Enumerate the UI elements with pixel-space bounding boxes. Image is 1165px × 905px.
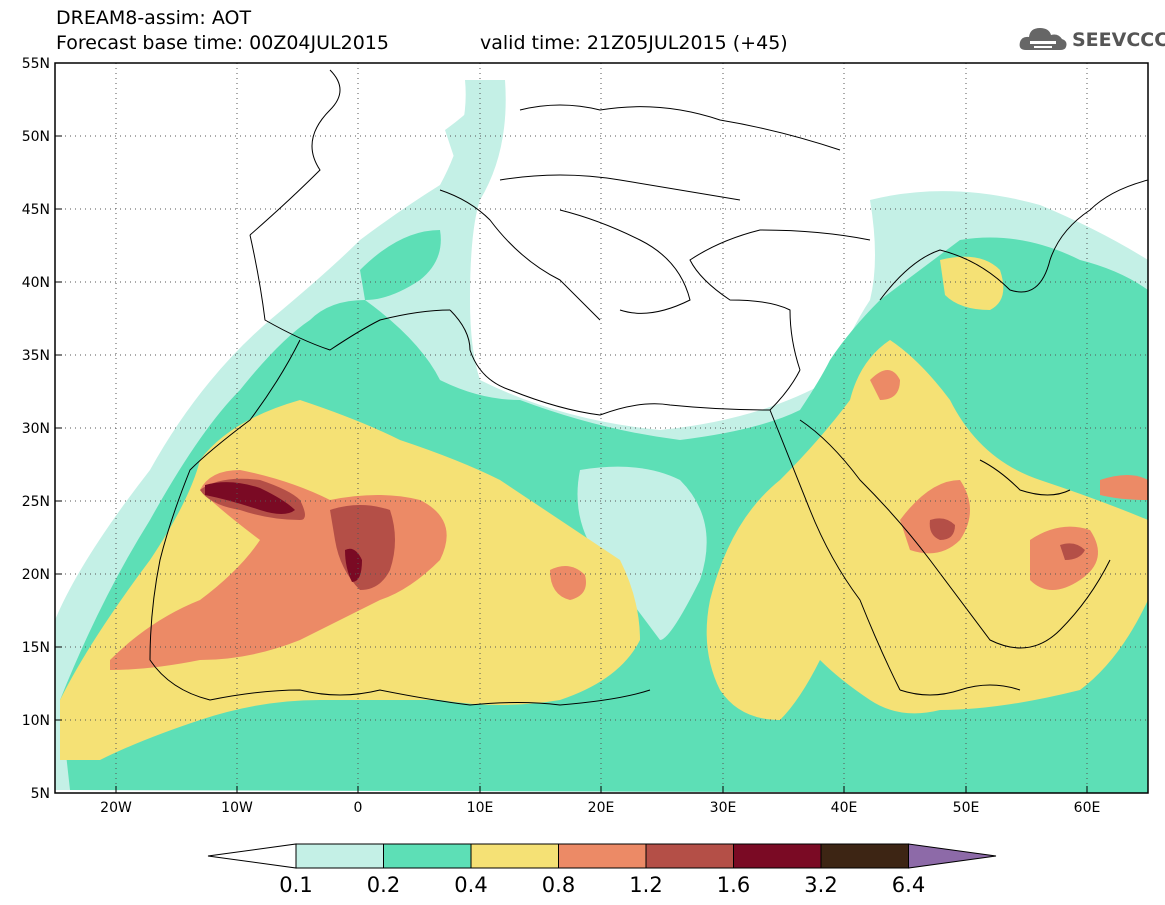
longitude-labels: 20W 10W 0 10E 20E 30E 40E 50E 60E <box>100 800 1100 816</box>
lat-label: 45N <box>22 202 50 218</box>
lat-label: 40N <box>22 275 50 291</box>
colorbar-bin <box>383 843 472 869</box>
colorbar-bin <box>645 843 734 869</box>
valid-time: valid time: 21Z05JUL2015 (+45) <box>480 32 788 54</box>
colorbar-label: 1.6 <box>717 873 750 897</box>
lon-label: 10W <box>221 800 253 816</box>
lat-label: 25N <box>22 494 50 510</box>
colorbar-bin <box>558 843 647 869</box>
colorbar-high-arrow <box>908 843 997 869</box>
forecast-base-time: Forecast base time: 00Z04JUL2015 <box>56 32 389 54</box>
lat-label: 15N <box>22 640 50 656</box>
colorbar-label: 3.2 <box>804 873 837 897</box>
lon-label: 10E <box>467 800 494 816</box>
map-title: DREAM8-assim: AOT <box>56 7 252 29</box>
colorbar-label: 0.1 <box>279 873 312 897</box>
colorbar-bin <box>733 843 822 869</box>
lon-label: 30E <box>710 800 737 816</box>
lat-label: 55N <box>22 56 50 72</box>
cloud-icon <box>1019 28 1067 50</box>
lat-label: 10N <box>22 713 50 729</box>
lon-label: 0 <box>354 800 363 816</box>
lon-label: 60E <box>1074 800 1101 816</box>
colorbar-label: 6.4 <box>892 873 925 897</box>
tick-marks <box>55 135 1088 793</box>
lat-label: 50N <box>22 129 50 145</box>
coastlines <box>149 69 1148 706</box>
colorbar-bin <box>295 843 384 869</box>
colorbar-label: 0.4 <box>454 873 487 897</box>
seevccc-logo: SEEVCCC <box>1018 22 1165 56</box>
lon-label: 40E <box>831 800 858 816</box>
logo-text: SEEVCCC <box>1072 29 1165 51</box>
lon-label: 20W <box>100 800 132 816</box>
colorbar-label: 0.2 <box>367 873 400 897</box>
colorbar-bin <box>820 843 909 869</box>
lon-label: 20E <box>588 800 615 816</box>
colorbar-low-arrow <box>207 843 297 869</box>
colorbar: 0.1 0.2 0.4 0.8 1.2 1.6 3.2 6.4 <box>207 843 997 897</box>
lat-label: 5N <box>31 786 50 802</box>
lat-label: 35N <box>22 348 50 364</box>
lat-label: 30N <box>22 421 50 437</box>
graticule <box>55 63 1148 793</box>
colorbar-bin <box>470 843 559 869</box>
colorbar-label: 1.2 <box>629 873 662 897</box>
latitude-labels: 55N 50N 45N 40N 35N 30N 25N 20N 15N 10N … <box>22 56 50 802</box>
lat-label: 20N <box>22 567 50 583</box>
lon-label: 50E <box>953 800 980 816</box>
colorbar-label: 0.8 <box>542 873 575 897</box>
